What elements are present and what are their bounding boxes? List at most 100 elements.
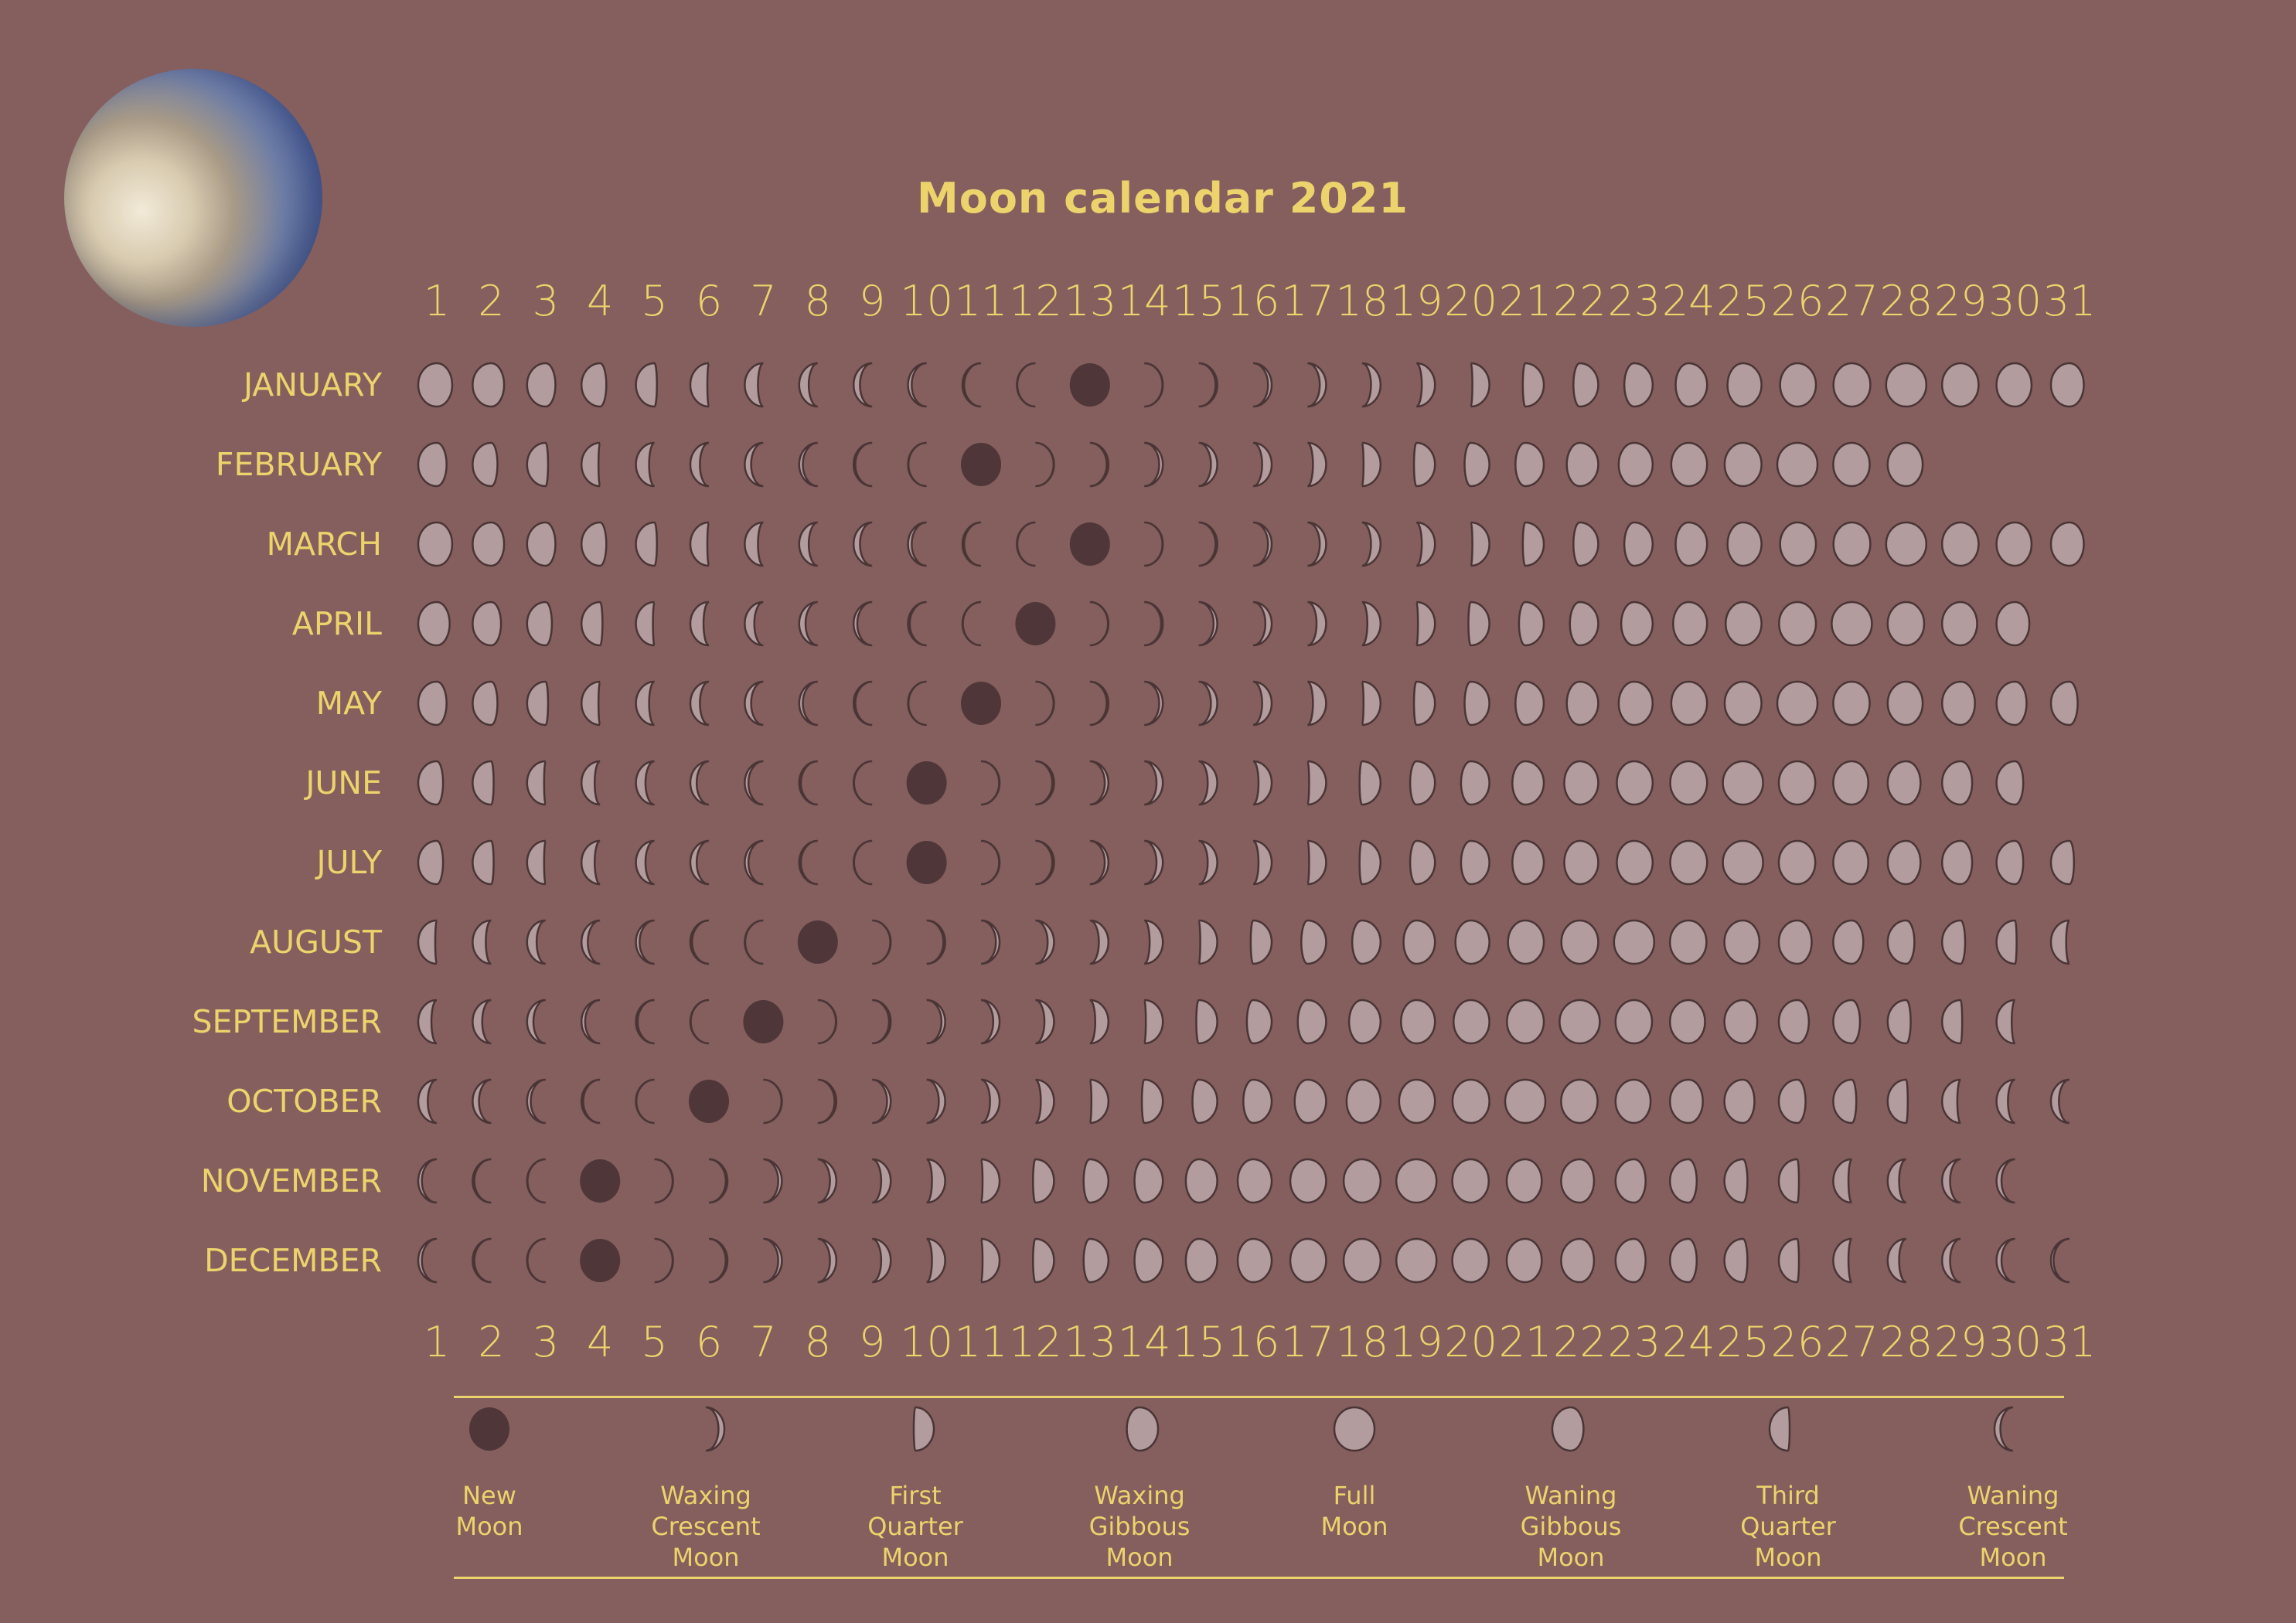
moon-phase-icon — [1296, 999, 1327, 1045]
moon-phase-icon — [1082, 1158, 1110, 1204]
moon-phase-icon — [1723, 1158, 1749, 1204]
moon-phase-icon — [961, 362, 982, 408]
moon-phase-icon — [1454, 919, 1490, 965]
moon-phase-icon — [926, 919, 946, 965]
moon-phase-icon — [472, 839, 495, 886]
legend-label-line: Moon — [455, 1512, 523, 1541]
moon-phase-icon — [635, 839, 655, 886]
moon-phase-icon — [906, 761, 947, 805]
day-number: 3 — [532, 277, 559, 325]
day-number: 22 — [1553, 1318, 1606, 1366]
moon-phase-icon — [1453, 999, 1490, 1045]
day-number: 22 — [1553, 277, 1606, 325]
moon-phase-icon — [1940, 839, 1974, 886]
moon-phase-icon — [417, 601, 451, 647]
moon-phase-icon — [1347, 999, 1382, 1045]
moon-phase-icon — [1505, 1158, 1543, 1204]
moon-phase-icon — [580, 601, 604, 647]
moon-phase-icon — [1089, 441, 1110, 488]
moon-phase-icon — [798, 680, 818, 726]
moon-phase-icon — [1198, 760, 1218, 806]
legend-label: New Moon — [397, 1480, 582, 1542]
moon-phase-icon — [526, 1158, 546, 1204]
day-number: 24 — [1661, 1318, 1715, 1366]
day-number: 20 — [1444, 277, 1497, 325]
moon-phase-icon — [871, 1237, 892, 1284]
moon-phase-icon — [926, 1237, 946, 1284]
moon-phase-icon — [1617, 441, 1654, 488]
moon-phase-icon — [689, 521, 710, 567]
moon-phase-icon — [1133, 1237, 1164, 1284]
moon-phase-icon — [1191, 1078, 1218, 1125]
day-number: 14 — [1117, 277, 1171, 325]
moon-phase-icon — [580, 441, 601, 488]
moon-phase-icon — [472, 919, 492, 965]
moon-phase-icon — [817, 1237, 838, 1284]
moon-phase-icon — [1995, 680, 2028, 726]
moon-phase-icon — [1558, 999, 1601, 1045]
moon-phase-icon — [417, 680, 448, 726]
legend-moon-icon — [1551, 1406, 1585, 1452]
moon-phase-icon — [1140, 1078, 1164, 1125]
moon-phase-icon — [1184, 1158, 1218, 1204]
moon-phase-icon — [1668, 1237, 1698, 1284]
moon-phase-icon — [871, 1158, 892, 1204]
moon-phase-icon — [1361, 680, 1382, 726]
page-title: Moon calendar 2021 — [916, 174, 1409, 223]
moon-phase-icon — [472, 521, 506, 567]
moon-phase-icon — [1778, 601, 1817, 647]
moon-phase-icon — [1252, 601, 1273, 647]
moon-phase-icon — [1777, 760, 1817, 806]
moon-phase-icon — [1886, 1078, 1909, 1125]
moon-phase-icon — [689, 441, 710, 488]
moon-phase-icon — [1035, 999, 1055, 1045]
moon-phase-icon — [1088, 1078, 1110, 1125]
moon-phase-icon — [635, 760, 655, 806]
moon-phase-icon — [1242, 1078, 1273, 1125]
moon-phase-icon — [744, 760, 764, 806]
day-number: 15 — [1172, 277, 1225, 325]
day-number: 26 — [1770, 277, 1824, 325]
moon-phase-icon — [1670, 441, 1708, 488]
moon-phase-icon — [817, 1078, 838, 1125]
moon-phase-icon — [1032, 1237, 1055, 1284]
moon-phase-icon — [708, 1158, 729, 1204]
day-number: 11 — [954, 277, 1008, 325]
moon-phase-icon — [2049, 362, 2085, 408]
legend-label-line: Moon — [672, 1543, 740, 1572]
moon-phase-icon — [1184, 1237, 1218, 1284]
moon-phase-icon — [635, 680, 655, 726]
moon-phase-icon — [1832, 1237, 1852, 1284]
moon-phase-icon — [1144, 839, 1164, 886]
legend-moon-icon — [1993, 1406, 2014, 1452]
moon-phase-icon — [798, 441, 818, 488]
day-number: 8 — [804, 277, 831, 325]
moon-phase-icon — [1560, 1078, 1599, 1125]
moon-phase-icon — [1144, 441, 1164, 488]
moon-phase-icon — [1402, 919, 1436, 965]
moon-phase-icon — [1398, 1078, 1436, 1125]
moon-phase-icon — [580, 521, 608, 567]
day-number: 30 — [1988, 277, 2042, 325]
day-number: 8 — [804, 1318, 831, 1366]
moon-phase-icon — [1197, 919, 1218, 965]
day-number: 24 — [1661, 277, 1715, 325]
moon-phase-icon — [1451, 1078, 1490, 1125]
moon-phase-icon — [1361, 362, 1382, 408]
legend-moon-icon — [912, 1406, 935, 1452]
moon-phase-icon — [1886, 999, 1912, 1045]
moon-phase-icon — [961, 682, 1001, 725]
moon-phase-icon — [1289, 1158, 1327, 1204]
moon-phase-icon — [1358, 760, 1382, 806]
moon-phase-icon — [1623, 362, 1654, 408]
moon-phase-icon — [872, 1078, 892, 1125]
legend-label-line: Moon — [1754, 1543, 1822, 1572]
moon-phase-icon — [1623, 521, 1654, 567]
day-number: 4 — [587, 1318, 614, 1366]
moon-phase-icon — [635, 1078, 655, 1125]
moon-phase-icon — [1723, 680, 1763, 726]
moon-phase-icon — [1306, 839, 1327, 886]
legend-label-line: New — [462, 1481, 516, 1510]
moon-phase-icon — [1995, 1237, 2015, 1284]
moon-phase-icon — [1777, 919, 1813, 965]
